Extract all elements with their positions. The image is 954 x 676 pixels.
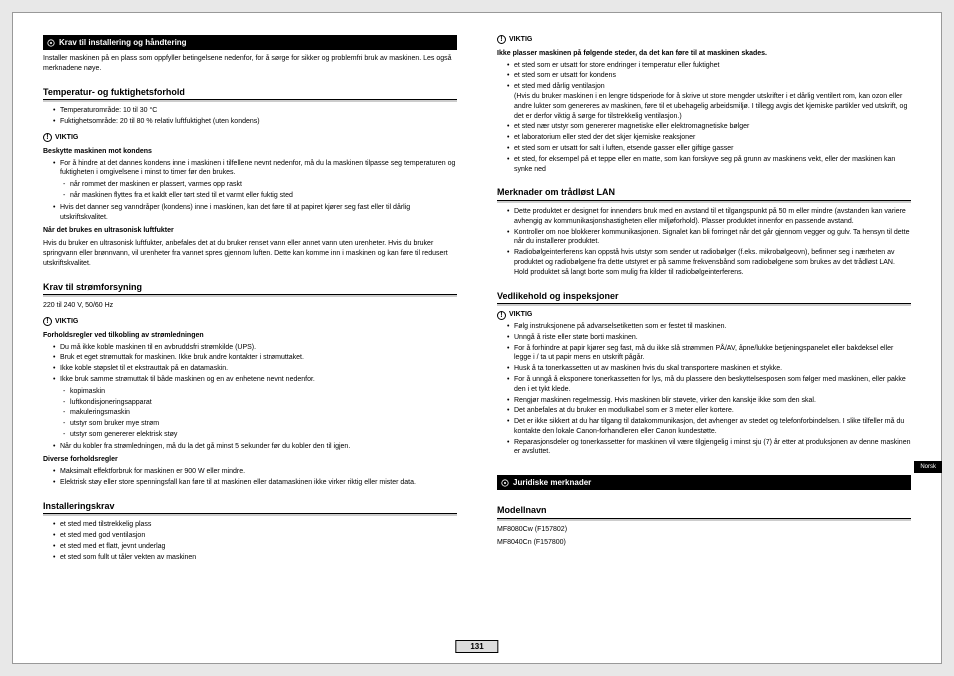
list-item: Elektrisk støy eller store spenningsfall… xyxy=(53,478,457,488)
list-item: et laboratorium eller sted der det skjer… xyxy=(507,133,911,143)
important-callout: VIKTIG xyxy=(43,317,457,327)
list-item: Temperaturområde: 10 til 30 °C xyxy=(53,106,457,116)
important-label: VIKTIG xyxy=(509,310,532,320)
list-item: Rengjør maskinen regelmessig. Hvis maski… xyxy=(507,396,911,406)
list-item: Fuktighetsområde: 20 til 80 % relativ lu… xyxy=(53,117,457,127)
language-tab: Norsk xyxy=(914,461,942,473)
list-item: et sted med dårlig ventilasjon(Hvis du b… xyxy=(507,82,911,121)
list-item: luftkondisjoneringsapparat xyxy=(63,398,457,408)
section-bar-install-label: Krav til installering og håndtering xyxy=(59,37,187,48)
subhead-kondens: Beskytte maskinen mot kondens xyxy=(43,147,457,157)
subhead-fh: Forholdsregler ved tilkobling av strømle… xyxy=(43,331,457,341)
intro-text: Installer maskinen på en plass som oppfy… xyxy=(43,54,457,74)
heading-modell: Modellnavn xyxy=(497,504,911,519)
list-item: Du må ikke koble maskinen til en avbrudd… xyxy=(53,343,457,353)
list-item: Hvis det danner seg vanndråper (kondens)… xyxy=(53,203,457,223)
subhead-div: Diverse forholdsregler xyxy=(43,455,457,465)
gear-icon xyxy=(47,39,55,47)
list-item: Bruk et eget strømuttak for maskinen. Ik… xyxy=(53,353,457,363)
list-item: Reparasjonsdeler og tonerkassetter for m… xyxy=(507,438,911,458)
list-item: Kontroller om noe blokkerer kommunikasjo… xyxy=(507,228,911,248)
list-item: et sted som fullt ut tåler vekten av mas… xyxy=(53,553,457,563)
list-item: et sted nær utstyr som genererer magneti… xyxy=(507,122,911,132)
list-item: et sted med tilstrekkelig plass xyxy=(53,520,457,530)
subhead-plass: Ikke plasser maskinen på følgende steder… xyxy=(497,49,911,59)
body-text: 220 til 240 V, 50/60 Hz xyxy=(43,301,457,311)
page-number: 131 xyxy=(455,640,498,653)
list-item: Det anbefales at du bruker en modulkabel… xyxy=(507,406,911,416)
list-item: et sted med god ventilasjon xyxy=(53,531,457,541)
important-icon xyxy=(497,35,506,44)
list-item: Det er ikke sikkert at du har tilgang ti… xyxy=(507,417,911,437)
important-icon xyxy=(43,133,52,142)
list-item: når maskinen flyttes fra et kaldt eller … xyxy=(63,191,457,201)
left-column: Krav til installering og håndtering Inst… xyxy=(43,35,457,623)
list-item: For å hindre at det dannes kondens inne … xyxy=(53,159,457,179)
important-label: VIKTIG xyxy=(509,35,532,45)
list-item: et sted, for eksempel på et teppe eller … xyxy=(507,155,911,175)
section-bar-legal: Juridiske merknader xyxy=(497,475,911,490)
list-item: et sted som er utsatt for salt i luften,… xyxy=(507,144,911,154)
important-callout: VIKTIG xyxy=(43,133,457,143)
heading-strom: Krav til strømforsyning xyxy=(43,281,457,296)
list-item: Følg instruksjonene på advarselsetikette… xyxy=(507,322,911,332)
list-item: utstyr som bruker mye strøm xyxy=(63,419,457,429)
page: Krav til installering og håndtering Inst… xyxy=(12,12,942,664)
list-item: Når du kobler fra strømledningen, må du … xyxy=(53,442,457,452)
important-callout: VIKTIG xyxy=(497,35,911,45)
right-column: VIKTIG Ikke plasser maskinen på følgende… xyxy=(497,35,911,623)
list-item: et sted som er utsatt for store endringe… xyxy=(507,61,911,71)
gear-icon xyxy=(501,479,509,487)
list-item: et sted med et flatt, jevnt underlag xyxy=(53,542,457,552)
list-item: Radiobølgeinterferens kan oppstå hvis ut… xyxy=(507,248,911,277)
list-item: Unngå å riste eller støte borti maskinen… xyxy=(507,333,911,343)
model-name: MF8080Cw (F157802) xyxy=(497,525,911,535)
list-item: Ikke koble støpslet til et ekstrauttak p… xyxy=(53,364,457,374)
section-bar-install: Krav til installering og håndtering xyxy=(43,35,457,50)
important-callout: VIKTIG xyxy=(497,310,911,320)
heading-temp: Temperatur- og fuktighetsforhold xyxy=(43,86,457,101)
heading-inst: Installeringskrav xyxy=(43,500,457,515)
section-bar-legal-label: Juridiske merknader xyxy=(513,477,591,488)
list-item: Ikke bruk samme strømuttak til både mask… xyxy=(53,375,457,385)
list-item: Husk å ta tonerkassetten ut av maskinen … xyxy=(507,364,911,374)
subhead-ultra: Når det brukes en ultrasonisk luftfukter xyxy=(43,226,457,236)
important-icon xyxy=(497,311,506,320)
list-item: utstyr som genererer elektrisk støy xyxy=(63,430,457,440)
important-label: VIKTIG xyxy=(55,133,78,143)
list-item: For å forhindre at papir kjører seg fast… xyxy=(507,344,911,364)
heading-vedl: Vedlikehold og inspeksjoner xyxy=(497,290,911,305)
body-text: Hvis du bruker en ultrasonisk luftfukter… xyxy=(43,239,457,268)
list-item: Dette produktet er designet for innendør… xyxy=(507,207,911,227)
list-item: kopimaskin xyxy=(63,387,457,397)
list-item: et sted som er utsatt for kondens xyxy=(507,71,911,81)
list-item: makuleringsmaskin xyxy=(63,408,457,418)
important-icon xyxy=(43,317,52,326)
list-item: når rommet der maskinen er plassert, var… xyxy=(63,180,457,190)
list-item: Maksimalt effektforbruk for maskinen er … xyxy=(53,467,457,477)
heading-lan: Merknader om trådløst LAN xyxy=(497,186,911,201)
model-name: MF8040Cn (F157800) xyxy=(497,538,911,548)
important-label: VIKTIG xyxy=(55,317,78,327)
list-item: For å unngå å eksponere tonerkassetten f… xyxy=(507,375,911,395)
